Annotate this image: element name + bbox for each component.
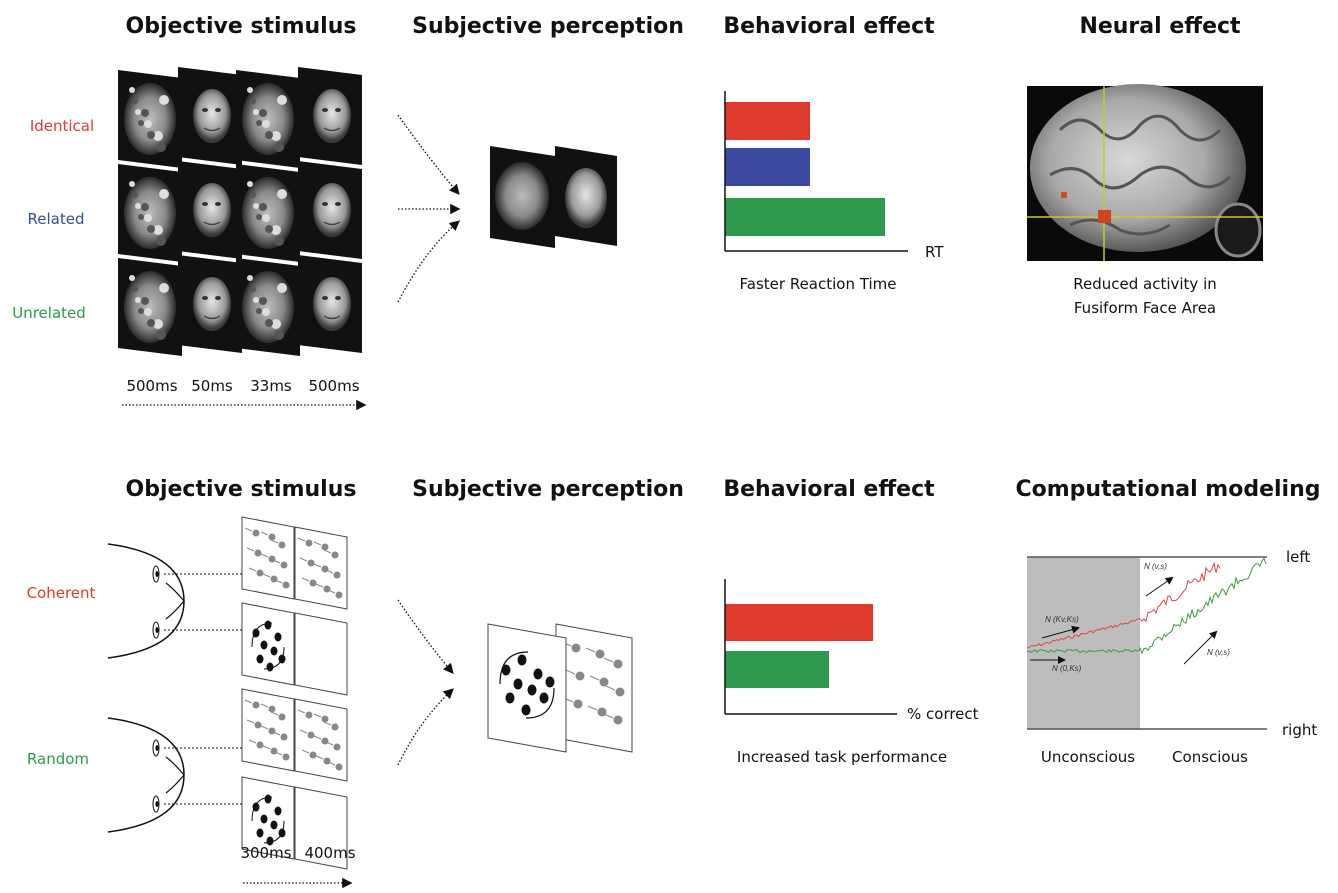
top-header-subjective: Subjective perception (412, 14, 684, 39)
neural-caption-line-2: Fusiform Face Area (1074, 299, 1216, 317)
face-sequences (118, 67, 362, 356)
viewer-head (107, 717, 185, 833)
stimulus-frame (298, 255, 362, 353)
timing-bottom-2: 400ms (304, 844, 355, 862)
timing-3: 33ms (250, 377, 292, 395)
accuracy-bar-chart: % correct (724, 579, 979, 723)
arrow-coherent (397, 599, 454, 674)
neural-caption-line-1: Reduced activity in (1073, 275, 1217, 293)
bottom-header-subjective: Subjective perception (412, 477, 684, 502)
acc-bar-coherent (725, 604, 873, 641)
label-coherent: Coherent (27, 584, 96, 602)
stimulus-frame (236, 70, 300, 168)
stimulus-frame (118, 164, 182, 262)
dichoptic-displays (107, 516, 348, 870)
dot-frame (294, 786, 348, 870)
timing-bottom-1: 300ms (240, 844, 291, 862)
model-right-label: right (1282, 721, 1317, 739)
arrow-unrelated (397, 220, 460, 303)
perceived-stimulus-top (490, 146, 617, 248)
perceived-gray-frame (555, 623, 633, 753)
top-header-neural: Neural effect (1079, 14, 1241, 39)
dot-frame (241, 516, 295, 600)
arrow-identical (397, 114, 460, 195)
timing-2: 50ms (191, 377, 233, 395)
label-related: Related (28, 210, 85, 228)
stimulus-frame (118, 70, 182, 168)
rt-caption: Faster Reaction Time (740, 275, 897, 293)
bottom-header-objective: Objective stimulus (126, 477, 357, 502)
annotation-kv-ks: N (Kv,Ks) (1045, 615, 1079, 624)
stimulus-frame (178, 67, 242, 165)
arrow-random (397, 688, 454, 766)
model-unconscious-label: Unconscious (1041, 748, 1135, 766)
dot-frame (241, 688, 295, 772)
stimulus-frame (236, 164, 300, 262)
stimulus-frame (298, 67, 362, 165)
acc-axis-label: % correct (907, 705, 979, 723)
rt-bar-chart: RT (724, 91, 944, 261)
stimulus-frame (118, 258, 182, 356)
acc-caption: Increased task performance (737, 748, 947, 766)
dot-frame (294, 698, 348, 782)
bottom-header-behavioral: Behavioral effect (723, 477, 935, 502)
annotation-v-s-2: N (v,s) (1207, 648, 1230, 657)
stimulus-frame (178, 161, 242, 259)
dot-frame (294, 612, 348, 696)
top-header-behavioral: Behavioral effect (723, 14, 935, 39)
rt-bar-related (725, 148, 810, 186)
model-left-label: left (1286, 548, 1310, 566)
model-plot: N (Kv,Ks) N (0,Ks) N (v,s) N (v,s) (1026, 556, 1267, 730)
dot-frame (241, 602, 295, 686)
timing-1: 500ms (126, 377, 177, 395)
bottom-header-model: Computational modeling (1015, 477, 1320, 502)
rt-bar-unrelated (725, 198, 885, 236)
rt-axis-label: RT (925, 243, 944, 261)
brain-scan-image (1027, 84, 1263, 261)
rt-bar-identical (725, 102, 810, 140)
acc-bar-random (725, 651, 829, 688)
timing-4: 500ms (308, 377, 359, 395)
perceived-black-frame (487, 623, 567, 753)
perceived-stimulus-bottom (487, 623, 633, 753)
top-header-objective: Objective stimulus (126, 14, 357, 39)
viewer-head (107, 543, 185, 659)
model-conscious-label: Conscious (1172, 748, 1248, 766)
annotation-0-ks: N (0,Ks) (1052, 664, 1082, 673)
label-unrelated: Unrelated (12, 304, 86, 322)
dot-frame (294, 526, 348, 610)
stimulus-frame (178, 255, 242, 353)
dot-frame (241, 776, 295, 860)
label-random: Random (27, 750, 89, 768)
label-identical: Identical (30, 117, 94, 135)
stimulus-frame (298, 161, 362, 259)
stimulus-frame (236, 258, 300, 356)
annotation-v-s-1: N (v,s) (1144, 562, 1167, 571)
